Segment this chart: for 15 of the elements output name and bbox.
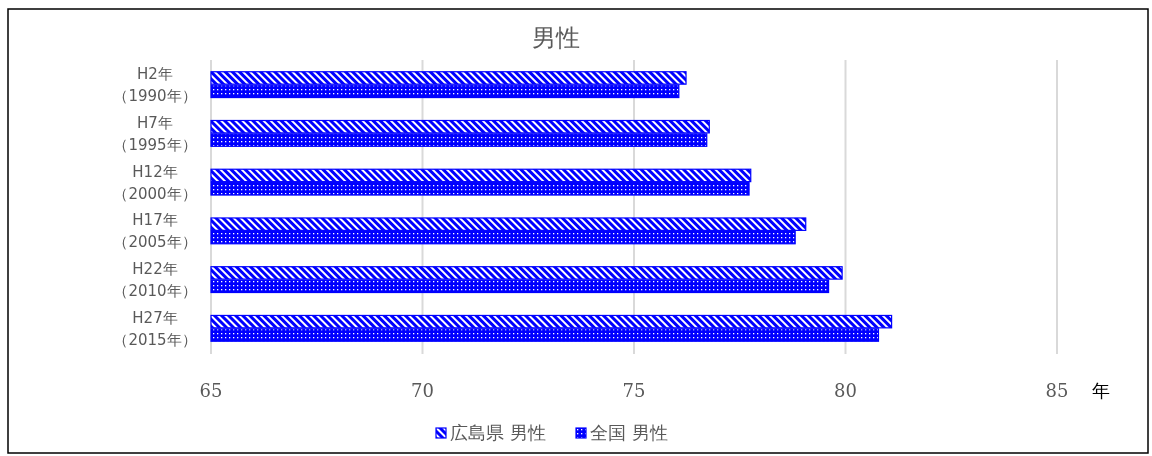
y-tick-label: H2年（1990年）	[113, 65, 197, 106]
y-tick-label: H27年（2015年）	[113, 308, 197, 349]
y-tick-label: H22年（2010年）	[113, 260, 197, 301]
y-tick-label: H17年（2005年）	[113, 211, 197, 252]
x-tick-label: 80	[834, 380, 857, 401]
y-tick-label: H7年（1995年）	[113, 113, 197, 154]
x-tick-label: 65	[199, 380, 223, 401]
chart-title: 男性	[532, 24, 580, 52]
x-tick-label: 70	[411, 380, 434, 401]
x-axis-title: 年	[1092, 380, 1110, 401]
x-tick-label: 85	[1045, 380, 1069, 401]
y-tick-label: H12年（2000年）	[113, 162, 197, 203]
legend-label: 広島県 男性	[450, 422, 546, 443]
legend-label: 全国 男性	[590, 422, 668, 443]
x-tick-label: 75	[622, 380, 646, 401]
